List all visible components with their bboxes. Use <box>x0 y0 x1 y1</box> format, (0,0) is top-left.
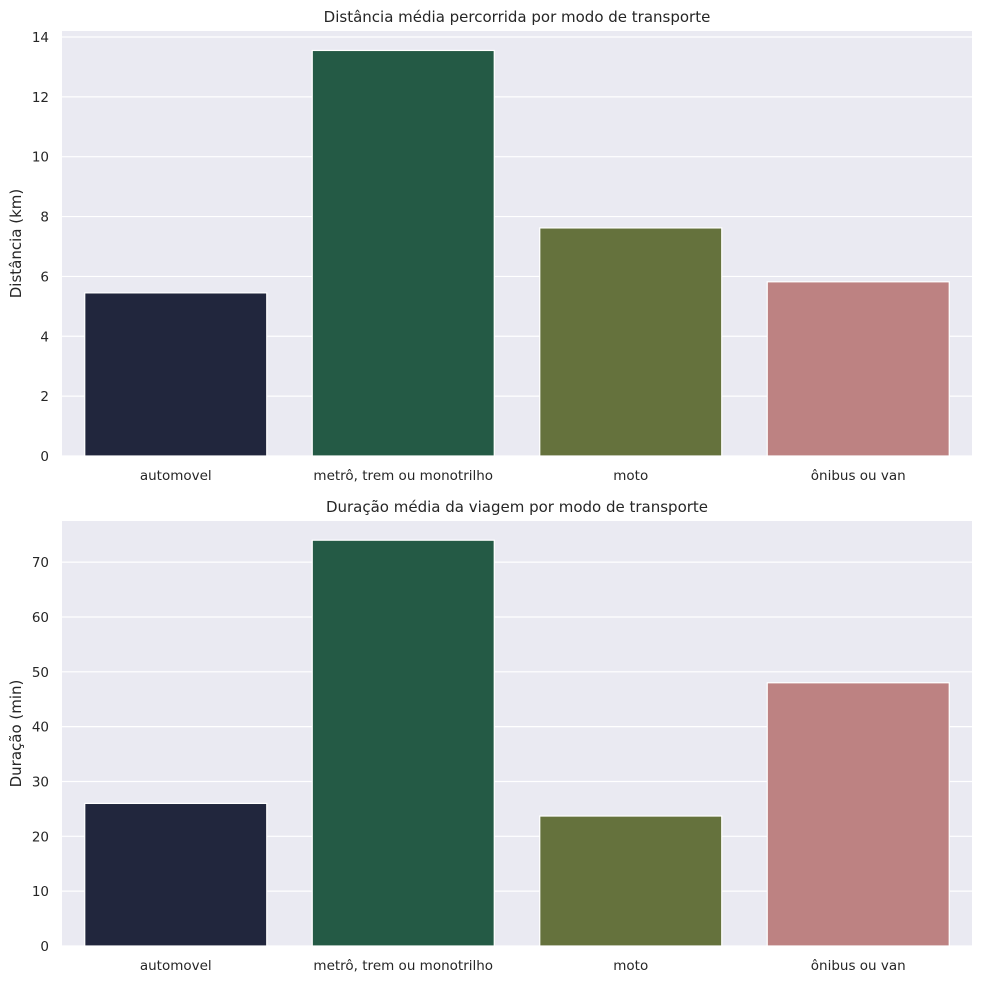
duration-y-tick-label: 20 <box>32 829 49 845</box>
duration-chart: 0 10 20 30 40 50 60 70 automovel metrô, trem ou … <box>7 498 972 974</box>
duration-chart-title: Duração média da viagem por modo de tran… <box>326 498 708 516</box>
duration-bar-0 <box>84 802 268 947</box>
distance-chart-title: Distância média percorrida por modo de t… <box>324 8 711 26</box>
duration-x-tick-label: ônibus ou van <box>811 958 906 974</box>
duration-bar-1 <box>311 539 495 947</box>
duration-y-tick-label: 30 <box>32 774 49 790</box>
distance-y-tick-label: 2 <box>40 389 49 405</box>
distance-x-tick-label: metrô, trem ou monotrilho <box>313 468 493 484</box>
duration-x-tick-label: moto <box>613 958 648 974</box>
distance-y-tick-label: 6 <box>40 269 49 285</box>
distance-bar-3 <box>766 281 950 457</box>
distance-bar-0 <box>84 292 268 457</box>
duration-x-tick-label: automovel <box>140 958 212 974</box>
duration-x-tick-label: metrô, trem ou monotrilho <box>313 958 493 974</box>
duration-y-tick-label: 70 <box>32 555 49 571</box>
duration-bar-2 <box>539 815 723 947</box>
distance-y-tick-label: 14 <box>32 30 49 46</box>
duration-y-tick-label: 50 <box>32 665 49 681</box>
distance-y-tick-label: 8 <box>40 210 49 226</box>
distance-y-tick-label: 10 <box>32 150 49 166</box>
distance-x-tick-label: ônibus ou van <box>811 468 906 484</box>
distance-bar-1 <box>311 49 495 457</box>
duration-bar-3 <box>766 682 950 947</box>
distance-y-axis-label: Distância (km) <box>7 189 25 299</box>
duration-y-tick-label: 60 <box>32 610 49 626</box>
distance-y-tick-label: 0 <box>40 449 49 465</box>
duration-y-tick-label: 0 <box>40 939 49 955</box>
distance-y-tick-label: 12 <box>32 90 49 106</box>
distance-y-tick-label: 4 <box>40 329 49 345</box>
duration-y-axis-label: Duração (min) <box>7 680 25 788</box>
distance-x-tick-label: automovel <box>140 468 212 484</box>
duration-y-tick-label: 40 <box>32 720 49 736</box>
duration-y-tick-label: 10 <box>32 884 49 900</box>
distance-chart: 0 2 4 6 8 10 12 14 automovel metrô, trem ou mono… <box>7 8 972 484</box>
distance-bar-2 <box>539 227 723 457</box>
distance-x-tick-label: moto <box>613 468 648 484</box>
